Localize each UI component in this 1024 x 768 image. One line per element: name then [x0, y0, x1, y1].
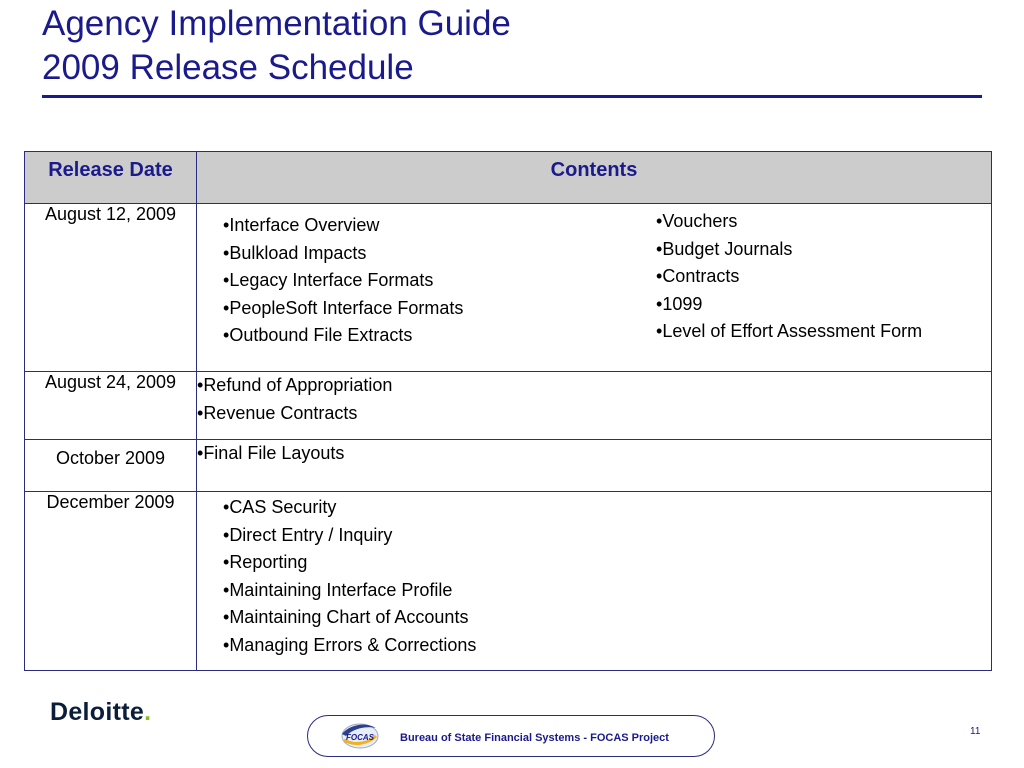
banner-text: Bureau of State Financial Systems - FOCA…	[400, 732, 669, 744]
list-item: Outbound File Extracts	[223, 322, 463, 350]
contents-list: Refund of Appropriation Revenue Contract…	[197, 372, 991, 427]
list-item: Level of Effort Assessment Form	[656, 318, 922, 346]
list-item: 1099	[656, 291, 922, 319]
list-item: Bulkload Impacts	[223, 240, 463, 268]
release-date-cell: October 2009	[24, 439, 197, 492]
contents-list: Final File Layouts	[197, 440, 991, 468]
header-contents: Contents	[196, 151, 992, 204]
contents-list-right: Vouchers Budget Journals Contracts 1099 …	[656, 208, 922, 346]
list-item: Reporting	[223, 549, 991, 577]
table-row: December 2009 CAS Security Direct Entry …	[24, 491, 992, 671]
release-schedule-table: Release Date Contents August 12, 2009 In…	[24, 151, 992, 671]
contents-cell: Final File Layouts	[196, 439, 992, 492]
list-item: Contracts	[656, 263, 922, 291]
release-date-cell: August 12, 2009	[24, 203, 197, 372]
header-release-date: Release Date	[24, 151, 197, 204]
list-item: Vouchers	[656, 208, 922, 236]
list-item: Revenue Contracts	[197, 400, 991, 428]
list-item: Interface Overview	[223, 212, 463, 240]
title-line-1: Agency Implementation Guide	[42, 4, 511, 43]
list-item: Legacy Interface Formats	[223, 267, 463, 295]
table-header-row: Release Date Contents	[24, 151, 992, 204]
list-item: PeopleSoft Interface Formats	[223, 295, 463, 323]
release-date-cell: December 2009	[24, 491, 197, 671]
release-date-cell: August 24, 2009	[24, 371, 197, 440]
focas-logo-text: FOCAS	[346, 733, 375, 742]
contents-list-left: Interface Overview Bulkload Impacts Lega…	[223, 212, 463, 350]
list-item: Final File Layouts	[197, 440, 991, 468]
contents-cell: CAS Security Direct Entry / Inquiry Repo…	[196, 491, 992, 671]
focas-logo-icon: FOCAS	[341, 723, 379, 749]
table-row: October 2009 Final File Layouts	[24, 439, 992, 492]
table-row: August 24, 2009 Refund of Appropriation …	[24, 371, 992, 440]
list-item: Maintaining Chart of Accounts	[223, 604, 991, 632]
table-row: August 12, 2009 Interface Overview Bulkl…	[24, 203, 992, 372]
title-divider	[42, 95, 982, 98]
page-number: 11	[970, 726, 981, 737]
list-item: Managing Errors & Corrections	[223, 632, 991, 660]
list-item: CAS Security	[223, 494, 991, 522]
list-item: Maintaining Interface Profile	[223, 577, 991, 605]
list-item: Direct Entry / Inquiry	[223, 522, 991, 550]
slide-title: Agency Implementation Guide 2009 Release…	[42, 2, 511, 90]
contents-list: CAS Security Direct Entry / Inquiry Repo…	[197, 492, 991, 659]
contents-cell: Interface Overview Bulkload Impacts Lega…	[196, 203, 992, 372]
contents-cell: Refund of Appropriation Revenue Contract…	[196, 371, 992, 440]
project-banner: FOCAS Bureau of State Financial Systems …	[307, 715, 715, 757]
deloitte-logo: Deloitte.	[50, 698, 152, 726]
list-item: Budget Journals	[656, 236, 922, 264]
title-line-2: 2009 Release Schedule	[42, 48, 414, 87]
list-item: Refund of Appropriation	[197, 372, 991, 400]
